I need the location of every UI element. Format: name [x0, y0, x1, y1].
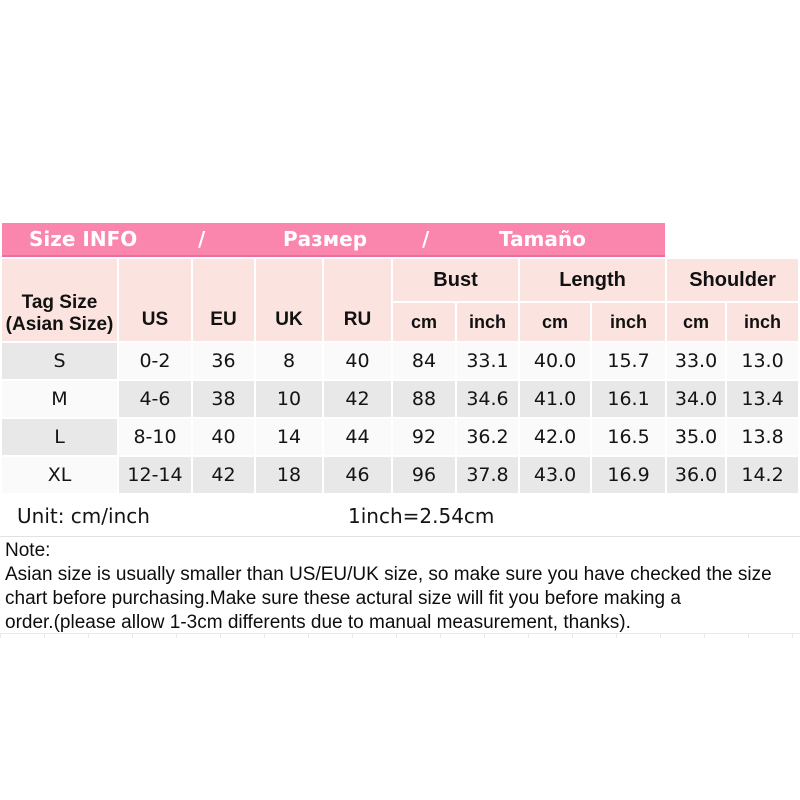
table-row-m: M 4-6 38 10 42 88 34.6 41.0 16.1 34.0 13…: [2, 381, 799, 417]
cell-bust-cm: 84: [393, 343, 455, 379]
cell-length-cm: 40.0: [520, 343, 591, 379]
cell-shoulder-inch: 13.0: [727, 343, 799, 379]
cell-bust-inch: 37.8: [457, 457, 519, 493]
shoulder-group-header: Shoulder: [667, 259, 799, 301]
cell-ru: 46: [324, 457, 391, 493]
title-size-info: Size INFO: [29, 227, 138, 251]
cell-length-inch: 16.1: [592, 381, 666, 417]
cell-eu: 40: [193, 419, 254, 455]
cell-eu: 38: [193, 381, 254, 417]
note-line: Asian size is usually smaller than US/EU…: [5, 564, 772, 585]
title-slash-2: /: [422, 227, 430, 251]
cell-us: 8-10: [119, 419, 191, 455]
cell-length-inch: 16.9: [592, 457, 666, 493]
uk-column-header: UK: [256, 259, 322, 341]
bust-inch-header: inch: [457, 303, 519, 341]
cell-uk: 8: [256, 343, 322, 379]
us-column-header: US: [119, 259, 191, 341]
cell-bust-inch: 34.6: [457, 381, 519, 417]
cell-shoulder-inch: 13.8: [727, 419, 799, 455]
shoulder-inch-header: inch: [727, 303, 799, 341]
cell-us: 4-6: [119, 381, 191, 417]
title-banner: Size INFO / Размер / Tamaño: [2, 223, 665, 257]
cell-tag: L: [2, 419, 117, 455]
note-block: Note: Asian size is usually smaller than…: [0, 536, 800, 635]
table-row-s: S 0-2 36 8 40 84 33.1 40.0 15.7 33.0 13.…: [2, 343, 799, 379]
note-line: order.(please allow 1-3cm differents due…: [5, 612, 631, 633]
cell-bust-cm: 88: [393, 381, 455, 417]
table-row-l: L 8-10 40 14 44 92 36.2 42.0 16.5 35.0 1…: [2, 419, 799, 455]
cell-uk: 14: [256, 419, 322, 455]
cell-bust-cm: 92: [393, 419, 455, 455]
cell-eu: 36: [193, 343, 254, 379]
eu-column-header: EU: [193, 259, 254, 341]
ru-column-header: RU: [324, 259, 391, 341]
cell-ru: 44: [324, 419, 391, 455]
title-razmer: Размер: [283, 227, 368, 251]
cell-length-inch: 16.5: [592, 419, 666, 455]
header-row-units: cm inch cm inch cm inch: [2, 303, 799, 341]
cell-shoulder-cm: 35.0: [667, 419, 726, 455]
cell-bust-cm: 96: [393, 457, 455, 493]
gridline-strip: [0, 633, 800, 638]
tag-size-header-line1: Tag Size: [21, 292, 98, 313]
inch-conversion-label: 1inch=2.54cm: [348, 504, 495, 528]
cell-tag: M: [2, 381, 117, 417]
cell-uk: 10: [256, 381, 322, 417]
cell-us: 0-2: [119, 343, 191, 379]
cell-length-cm: 41.0: [520, 381, 591, 417]
note-line: chart before purchasing.Make sure these …: [5, 588, 681, 609]
header-row-groups: Tag Size (Asian Size) US EU UK RU Bust L…: [2, 259, 799, 341]
cell-eu: 42: [193, 457, 254, 493]
tag-size-header-line2: (Asian Size): [5, 314, 114, 335]
cell-tag: S: [2, 343, 117, 379]
table-row-xl: XL 12-14 42 18 46 96 37.8 43.0 16.9 36.0…: [2, 457, 799, 493]
length-inch-header: inch: [592, 303, 666, 341]
unit-row: Unit: cm/inch 1inch=2.54cm: [0, 497, 800, 535]
unit-label: Unit: cm/inch: [17, 504, 150, 528]
length-cm-header: cm: [520, 303, 591, 341]
cell-shoulder-cm: 34.0: [667, 381, 726, 417]
cell-bust-inch: 33.1: [457, 343, 519, 379]
cell-length-cm: 43.0: [520, 457, 591, 493]
cell-shoulder-inch: 13.4: [727, 381, 799, 417]
cell-shoulder-cm: 33.0: [667, 343, 726, 379]
bust-group-header: Bust: [393, 259, 519, 301]
note-heading: Note:: [5, 540, 51, 561]
cell-ru: 42: [324, 381, 391, 417]
size-table: Tag Size (Asian Size) US EU UK RU Bust L…: [0, 257, 800, 495]
bust-cm-header: cm: [393, 303, 455, 341]
cell-shoulder-cm: 36.0: [667, 457, 726, 493]
cell-length-cm: 42.0: [520, 419, 591, 455]
title-tamano: Tamaño: [499, 227, 586, 251]
title-slash-1: /: [198, 227, 206, 251]
length-group-header: Length: [520, 259, 666, 301]
tag-size-header: Tag Size (Asian Size): [2, 259, 117, 341]
shoulder-cm-header: cm: [667, 303, 726, 341]
cell-ru: 40: [324, 343, 391, 379]
cell-tag: XL: [2, 457, 117, 493]
cell-us: 12-14: [119, 457, 191, 493]
cell-length-inch: 15.7: [592, 343, 666, 379]
cell-uk: 18: [256, 457, 322, 493]
cell-bust-inch: 36.2: [457, 419, 519, 455]
cell-shoulder-inch: 14.2: [727, 457, 799, 493]
